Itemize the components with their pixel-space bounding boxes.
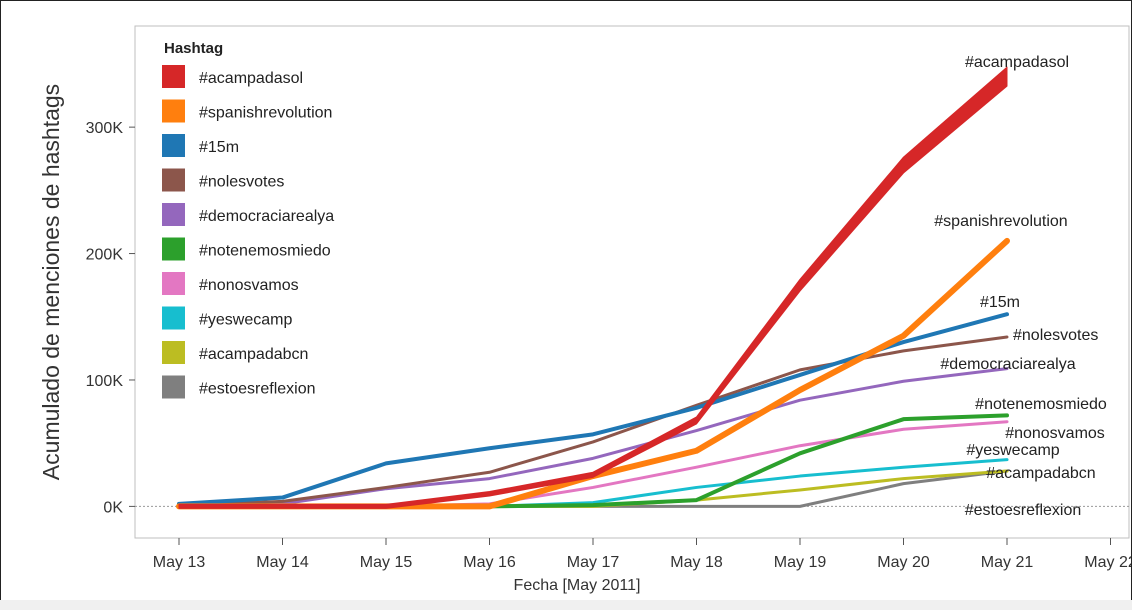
legend-item: #estoesreflexion	[199, 381, 316, 398]
x-tick-label: May 13	[153, 554, 206, 571]
x-tick-label: May 22	[1084, 554, 1131, 571]
series-line-democraciarealya	[177, 367, 1009, 508]
end-label-nonosvamos: #nonosvamos	[1005, 425, 1105, 442]
legend-swatch	[162, 341, 185, 364]
legend-item: #nonosvamos	[199, 277, 299, 294]
bottom-strip	[0, 600, 1132, 610]
end-label-acampadabcn: #acampadabcn	[986, 465, 1095, 482]
end-label-notenemosmiedo: #notenemosmiedo	[975, 396, 1107, 413]
legend-swatch	[162, 99, 185, 123]
end-label-nolesvotes: #nolesvotes	[1013, 327, 1098, 344]
legend-swatch	[162, 168, 185, 192]
y-tick-label: 300K	[86, 120, 124, 137]
y-tick-label: 100K	[86, 373, 124, 390]
y-tick-label: 0K	[103, 499, 123, 516]
x-tick-label: May 16	[463, 554, 516, 571]
legend-swatch	[162, 306, 185, 330]
end-label-spanishrevolution: #spanishrevolution	[934, 213, 1067, 230]
legend-item: #democraciarealya	[199, 208, 334, 225]
legend-item: #nolesvotes	[199, 174, 284, 191]
legend-swatch	[162, 134, 185, 157]
legend-item: #acampadabcn	[199, 346, 308, 363]
legend-swatch	[162, 237, 185, 261]
legend-item: #15m	[199, 139, 239, 156]
legend-title: Hashtag	[164, 40, 223, 57]
x-tick-label: May 21	[981, 554, 1034, 571]
legend-swatch	[162, 65, 185, 88]
end-label-democraciarealya: #democraciarealya	[940, 356, 1075, 373]
x-tick-label: May 17	[567, 554, 620, 571]
x-tick-label: May 14	[256, 554, 309, 571]
end-label-15m: #15m	[980, 294, 1020, 311]
legend-swatch	[162, 375, 185, 399]
end-label-acampadasol: #acampadasol	[965, 54, 1069, 71]
end-label-estoesreflexion: #estoesreflexion	[965, 502, 1082, 519]
legend-swatch	[162, 272, 185, 295]
x-tick-label: May 20	[877, 554, 930, 571]
end-label-yeswecamp: #yeswecamp	[966, 442, 1059, 459]
y-tick-label: 200K	[86, 247, 124, 264]
legend-item: #spanishrevolution	[199, 105, 332, 122]
legend-item: #acampadasol	[199, 70, 303, 87]
x-axis-label: Fecha [May 2011]	[514, 577, 641, 594]
legend-swatch	[162, 203, 185, 226]
x-tick-label: May 19	[774, 554, 827, 571]
y-axis-label: Acumulado de menciones de hashtags	[38, 84, 64, 480]
series-line-acampadasol	[178, 66, 1008, 509]
legend-item: #notenemosmiedo	[199, 243, 331, 260]
x-tick-label: May 15	[360, 554, 413, 571]
legend-item: #yeswecamp	[199, 312, 292, 329]
x-tick-label: May 18	[670, 554, 723, 571]
